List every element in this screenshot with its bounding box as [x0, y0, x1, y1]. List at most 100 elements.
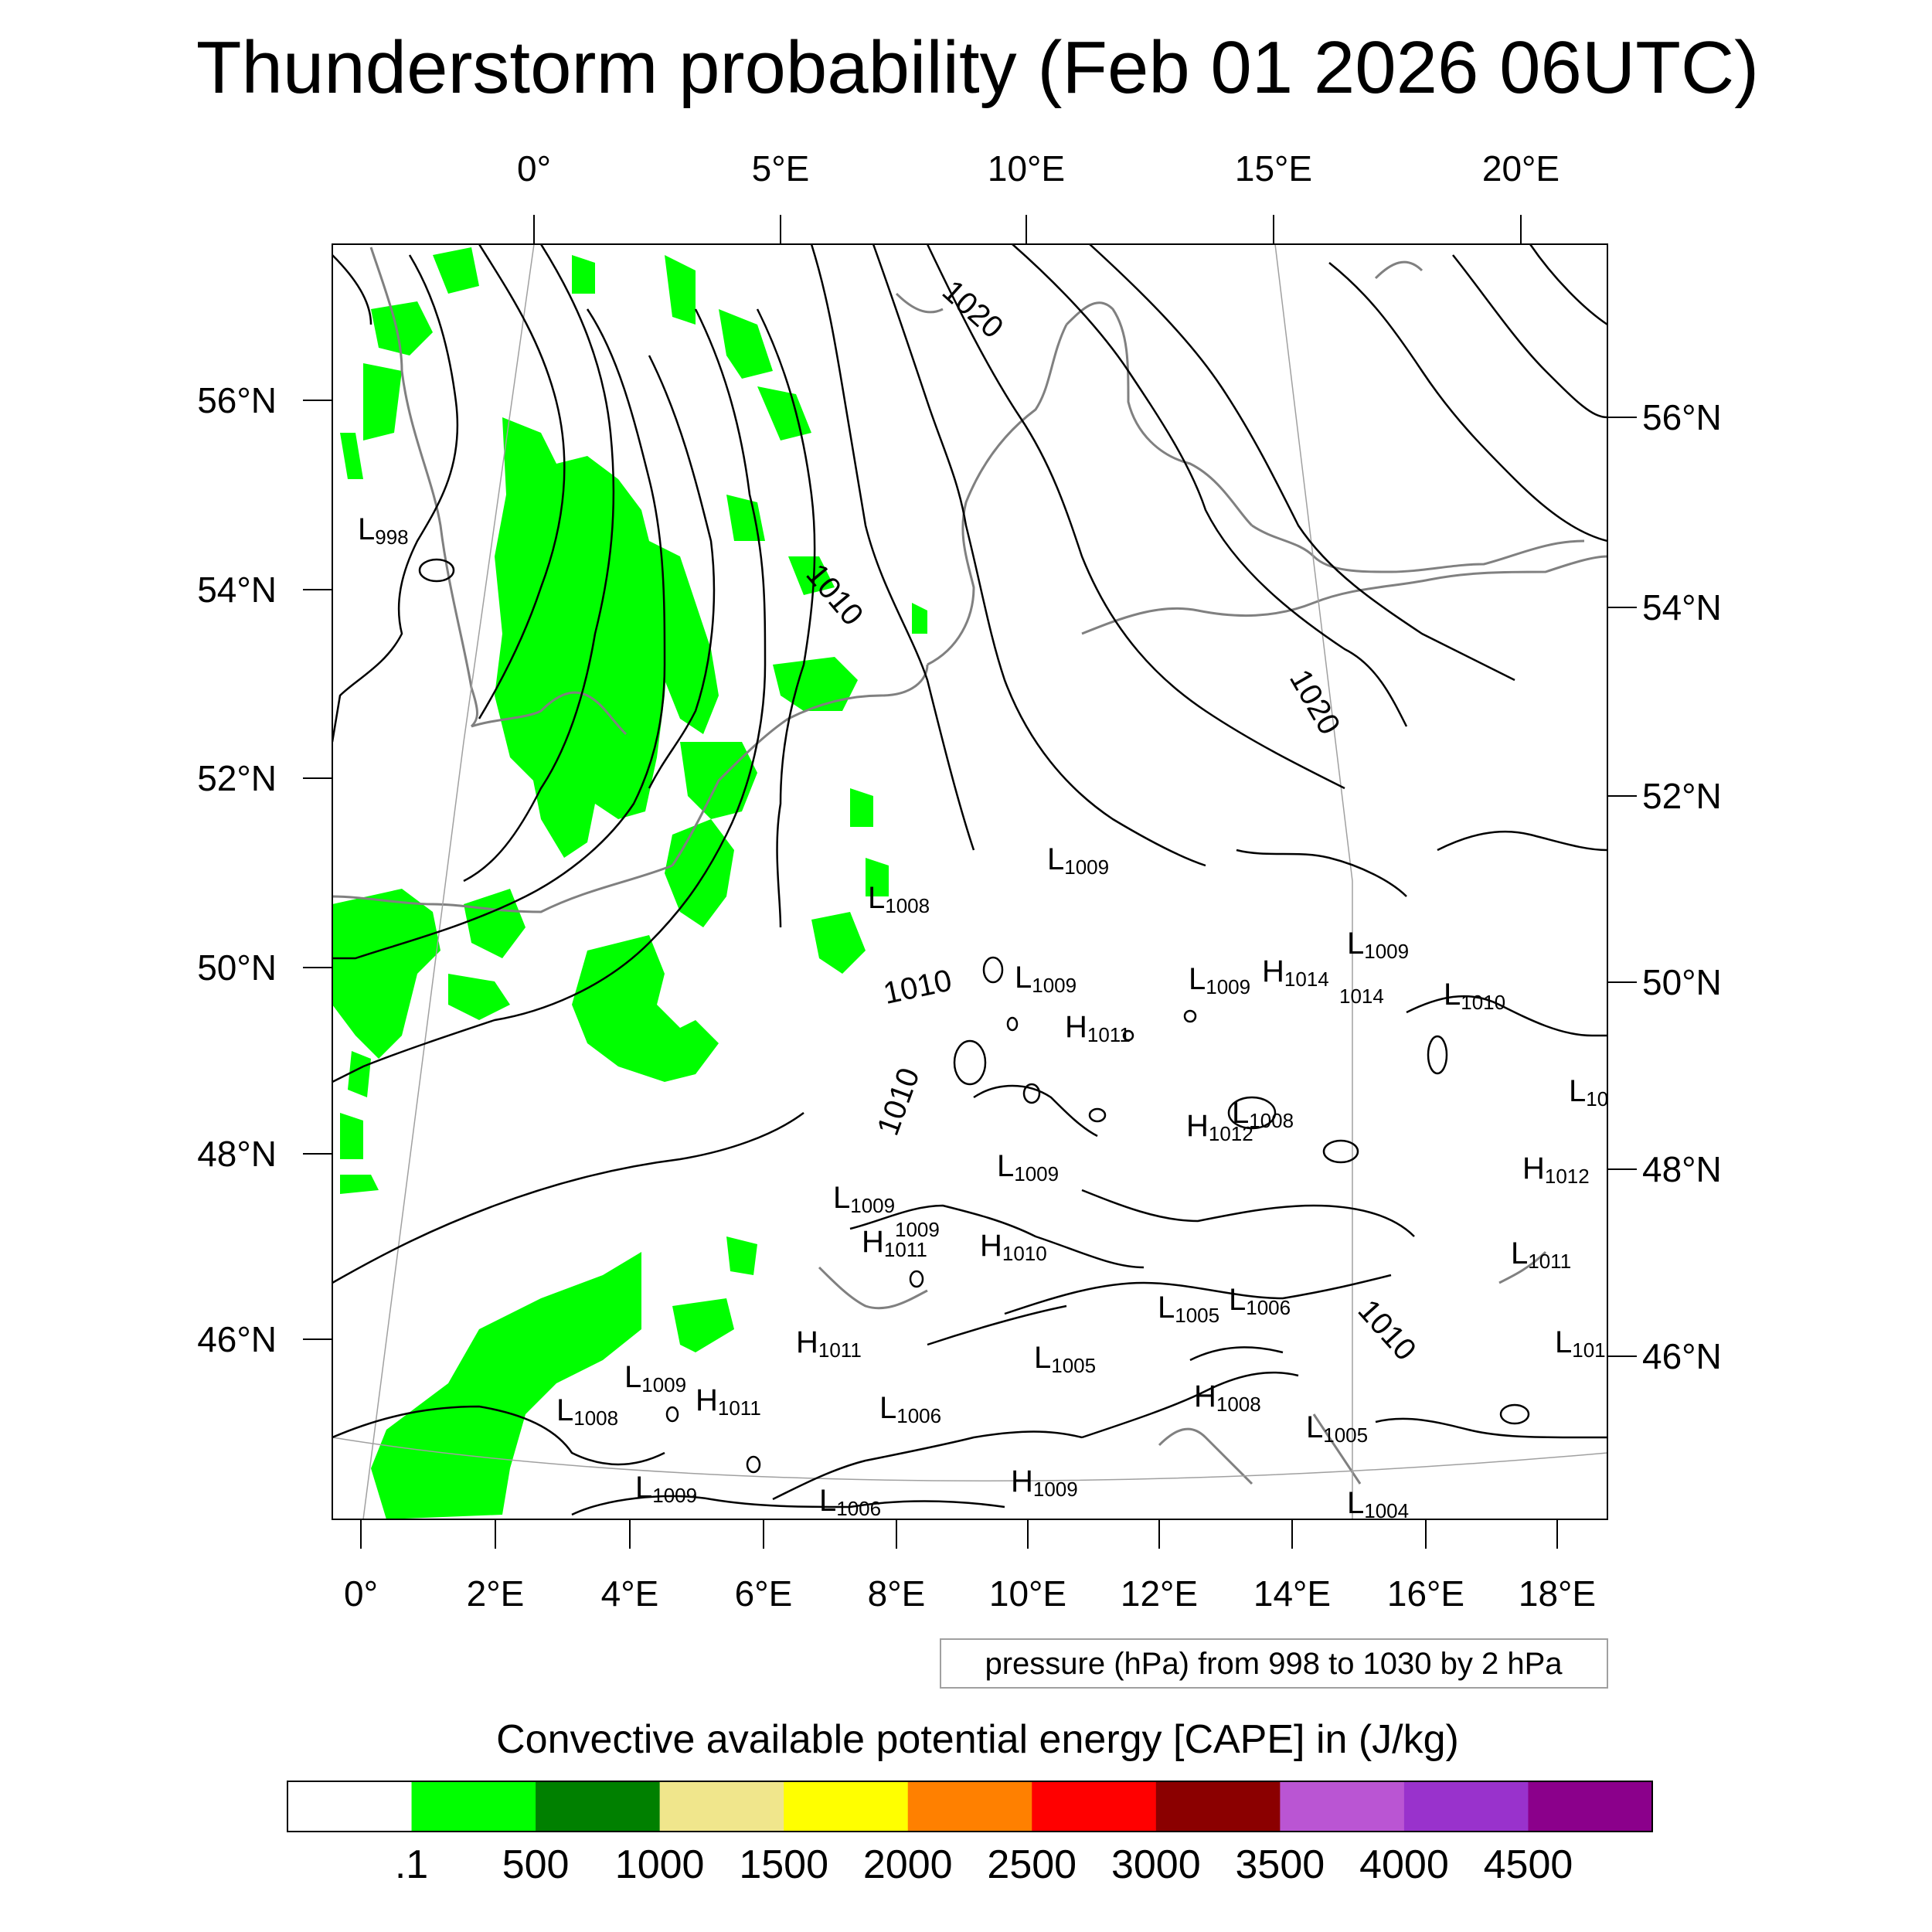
cape-region-east-2 — [866, 858, 889, 896]
bottom-lon-label: 8°E — [868, 1573, 926, 1614]
colorbar-label: 4000 — [1359, 1842, 1449, 1887]
bottom-lon-label: 18°E — [1519, 1573, 1596, 1614]
isobar-loops — [418, 558, 1530, 1474]
pressure-center: L1005 — [1034, 1341, 1096, 1377]
map-frame — [332, 243, 1608, 1520]
pressure-center: L1011 — [1511, 1236, 1571, 1273]
pressure-center: 1009 — [895, 1218, 940, 1241]
pressure-center: L1009 — [1015, 961, 1077, 997]
contour-info-box — [940, 1638, 1608, 1689]
isobars — [332, 244, 1607, 1516]
pressure-center: H1011 — [796, 1325, 862, 1362]
top-lon-label: 20°E — [1482, 148, 1560, 189]
bottom-lon-label: 0° — [344, 1573, 378, 1614]
pressure-center: L1008 — [556, 1393, 618, 1430]
colorbar-swatch — [907, 1781, 1032, 1832]
pressure-center: L1006 — [1229, 1283, 1291, 1319]
cape-region-north-5 — [726, 495, 765, 541]
colorbar-label: 3000 — [1111, 1842, 1201, 1887]
colorbar-frame — [287, 1781, 1653, 1832]
cape-region-north-4 — [757, 386, 811, 440]
pressure-center: L10 — [1569, 1074, 1608, 1111]
left-lat-label: 52°N — [197, 758, 277, 798]
cape-region-belgium — [665, 819, 734, 927]
bottom-lon-label: 14°E — [1253, 1573, 1331, 1614]
colorbar-swatch — [1155, 1781, 1281, 1832]
left-latitude-labels: 56°N 54°N 52°N 50°N 48°N 46°N — [197, 380, 277, 1359]
colorbar-swatch — [287, 1781, 413, 1832]
pressure-center: L998 — [358, 512, 409, 549]
cape-region-north-1 — [572, 255, 595, 294]
pressure-center: L1009 — [997, 1149, 1059, 1185]
cape-region-north-3 — [719, 309, 773, 379]
bottom-lon-label: 10°E — [989, 1573, 1066, 1614]
cape-region-southwest — [371, 1252, 641, 1519]
colorbar-swatch — [411, 1781, 536, 1832]
map-title: Thunderstorm probability (Feb 01 2026 06… — [196, 26, 1759, 109]
graticule — [332, 244, 1607, 1519]
bottom-lon-label: 2°E — [467, 1573, 525, 1614]
cape-region-west-2 — [464, 889, 526, 958]
colorbar-swatch — [536, 1781, 661, 1832]
cape-region-north-sea-east — [649, 541, 719, 734]
top-lon-label: 5°E — [752, 148, 810, 189]
colorbar-swatch — [659, 1781, 784, 1832]
map-area — [332, 244, 1607, 1519]
right-lat-label: 50°N — [1642, 962, 1722, 1002]
pressure-center: 1014 — [1339, 985, 1384, 1008]
cape-region-uk — [371, 301, 433, 355]
colorbar-swatch — [784, 1781, 909, 1832]
isobar-label: 1010 — [871, 1063, 927, 1140]
isobar-label: 1020 — [1283, 664, 1347, 740]
top-lon-label: 0° — [517, 148, 551, 189]
top-lon-label: 15°E — [1235, 148, 1312, 189]
right-latitude-labels: 56°N 54°N 52°N 50°N 48°N 46°N — [1642, 397, 1722, 1376]
bottom-lon-label: 12°E — [1121, 1573, 1198, 1614]
colorbar-label: 1000 — [615, 1842, 705, 1887]
cape-region-france-north — [572, 935, 719, 1082]
pressure-center: L1009 — [1189, 962, 1250, 998]
right-lat-label: 54°N — [1642, 587, 1722, 628]
cape-region-north-sea — [495, 417, 668, 858]
left-lat-label: 54°N — [197, 570, 277, 610]
pressure-center: L1005 — [1306, 1410, 1368, 1447]
pressure-center: L1010 — [1444, 978, 1505, 1014]
colorbar-label: 2000 — [863, 1842, 953, 1887]
cape-region-north-6 — [788, 556, 835, 595]
pressure-center: H1012 — [1186, 1109, 1253, 1145]
pressure-center: L101 — [1555, 1325, 1606, 1362]
cape-region-west-7 — [340, 1175, 379, 1194]
pressure-centers: L998 L1009 L1008 L1009 L1009 H1014 L1009… — [358, 512, 1608, 1522]
cape-region-west-3 — [448, 974, 510, 1020]
colorbar-label: 2500 — [987, 1842, 1077, 1887]
cape-region-coast-de — [773, 657, 858, 711]
pressure-center: L1006 — [819, 1484, 881, 1520]
right-lat-label: 48°N — [1642, 1149, 1722, 1189]
pressure-center: H1010 — [980, 1229, 1047, 1265]
pressure-center: H1008 — [1194, 1379, 1261, 1416]
bottom-lon-label: 6°E — [735, 1573, 793, 1614]
isobar-label: 1010 — [880, 964, 954, 1012]
top-lon-label: 10°E — [988, 148, 1065, 189]
colorbar-label: 1500 — [739, 1842, 828, 1887]
pressure-center: L1004 — [1347, 1486, 1409, 1522]
pressure-center: L1009 — [1347, 927, 1409, 963]
pressure-center: L1006 — [879, 1391, 941, 1427]
pressure-center: L1008 — [1232, 1096, 1294, 1132]
cape-region-uk-2 — [363, 363, 402, 440]
pressure-center: L1008 — [868, 881, 930, 917]
colorbar — [287, 1781, 1653, 1832]
left-lat-label: 46°N — [197, 1319, 277, 1359]
pressure-center: L1009 — [624, 1360, 686, 1396]
cape-region-west-4 — [340, 433, 363, 479]
pressure-center: H1011 — [696, 1383, 761, 1420]
left-lat-label: 56°N — [197, 380, 277, 420]
top-longitude-labels: 0° 5°E 10°E 15°E 20°E — [517, 148, 1560, 189]
pressure-center: H1011 — [1065, 1010, 1131, 1046]
cape-region-west — [332, 889, 440, 1059]
colorbar-swatch — [1403, 1781, 1529, 1832]
colorbar-labels: .1 500 1000 1500 2000 2500 3000 3500 4000 4500 — [395, 1842, 1573, 1887]
cape-region-east-3 — [912, 603, 927, 634]
cape-region-south-2 — [726, 1236, 757, 1275]
cape-region-west-6 — [340, 1113, 363, 1159]
